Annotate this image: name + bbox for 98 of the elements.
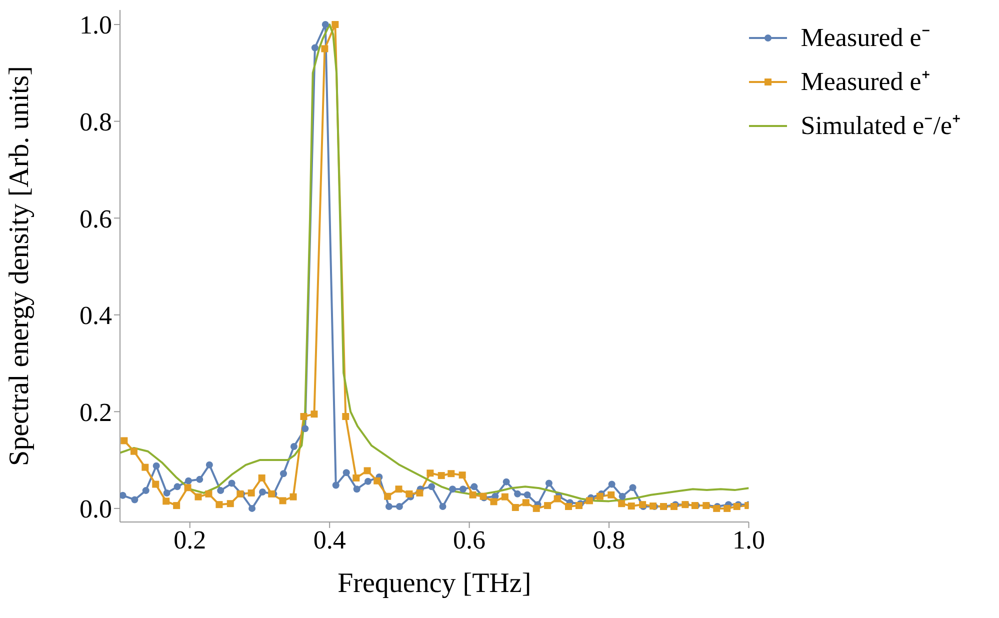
- point: [618, 500, 626, 508]
- point: [342, 413, 350, 420]
- point: [194, 493, 202, 500]
- point: [120, 437, 128, 444]
- x-axis-title: Frequency [THz]: [338, 568, 532, 599]
- point: [416, 489, 424, 496]
- point: [353, 486, 360, 493]
- point: [502, 478, 510, 486]
- point: [490, 498, 498, 506]
- x-tick-label: 0.2: [174, 525, 206, 554]
- point: [554, 495, 561, 502]
- point: [460, 486, 467, 493]
- point: [184, 477, 192, 484]
- point: [152, 480, 160, 488]
- x-tick-label: 1.0: [732, 525, 765, 554]
- point: [628, 502, 635, 510]
- point: [596, 492, 604, 500]
- y-axis-title: Spectral energy density [Arb. units]: [4, 66, 35, 466]
- point: [321, 45, 328, 52]
- point: [352, 474, 360, 482]
- point: [342, 469, 350, 476]
- point: [322, 21, 329, 28]
- x-tick-label: 0.8: [592, 525, 626, 554]
- point: [310, 410, 318, 418]
- point: [438, 472, 445, 480]
- point: [131, 496, 138, 504]
- point: [311, 44, 318, 52]
- legend-label: Measured e⁻: [800, 22, 930, 54]
- point: [618, 492, 626, 500]
- point: [332, 482, 340, 489]
- point: [205, 490, 212, 498]
- point: [385, 503, 392, 510]
- point: [196, 476, 204, 483]
- point: [120, 492, 126, 499]
- point: [439, 503, 446, 510]
- point: [501, 493, 508, 500]
- point: [130, 448, 138, 455]
- point: [448, 470, 455, 478]
- y-tick-label: 0.8: [80, 108, 112, 137]
- y-tick-label: 0.0: [80, 494, 112, 524]
- point: [174, 483, 181, 490]
- y-tick-label: 0.2: [80, 398, 112, 427]
- point: [173, 502, 180, 510]
- point: [426, 470, 434, 477]
- point: [258, 474, 266, 482]
- point: [290, 493, 297, 500]
- x-tick-label: 0.4: [313, 525, 346, 554]
- point: [629, 484, 636, 492]
- point: [514, 490, 522, 498]
- point: [449, 486, 456, 493]
- legend-label: Measured e⁺: [800, 66, 930, 98]
- point: [142, 487, 150, 494]
- point: [565, 503, 572, 510]
- point: [248, 504, 256, 512]
- point: [428, 483, 436, 490]
- point: [532, 504, 540, 512]
- point: [332, 21, 339, 28]
- point: [384, 492, 392, 500]
- legend-label: Simulated e⁻/e⁺: [800, 110, 961, 142]
- point: [290, 443, 298, 450]
- point: [206, 461, 213, 468]
- point: [395, 486, 402, 493]
- point: [608, 480, 616, 488]
- point: [396, 503, 403, 510]
- point: [724, 504, 731, 512]
- point: [302, 425, 309, 432]
- point: [184, 484, 192, 492]
- point: [469, 491, 476, 498]
- point: [248, 489, 255, 496]
- point: [152, 462, 160, 470]
- point: [470, 483, 478, 490]
- point: [586, 497, 593, 504]
- point: [300, 413, 308, 420]
- point: [163, 489, 170, 496]
- point: [226, 500, 234, 508]
- point: [228, 480, 236, 487]
- point: [522, 499, 530, 506]
- point: [524, 491, 531, 498]
- point: [512, 504, 519, 511]
- point: [364, 467, 371, 474]
- y-tick-label: 0.4: [80, 301, 112, 330]
- point: [544, 502, 552, 510]
- point: [608, 491, 615, 498]
- point: [217, 487, 224, 494]
- point: [216, 501, 223, 508]
- point: [142, 464, 149, 471]
- point: [280, 470, 287, 478]
- y-tick-label: 0.6: [80, 204, 112, 234]
- point: [279, 497, 286, 504]
- point: [545, 480, 552, 487]
- point: [364, 478, 372, 485]
- point: [162, 498, 170, 505]
- point: [406, 490, 413, 498]
- x-tick-label: 0.6: [453, 525, 486, 554]
- point: [374, 477, 381, 484]
- y-tick-label: 1.0: [80, 10, 112, 40]
- point: [259, 488, 266, 496]
- point: [458, 472, 466, 479]
